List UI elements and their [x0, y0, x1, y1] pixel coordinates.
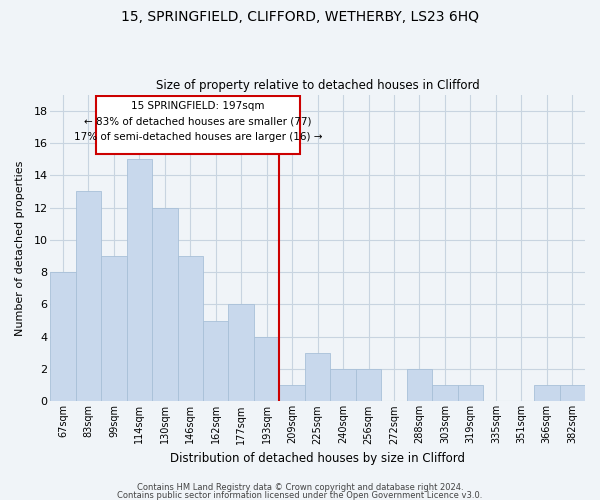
Bar: [178, 256, 203, 402]
Text: Contains HM Land Registry data © Crown copyright and database right 2024.: Contains HM Land Registry data © Crown c…: [137, 483, 463, 492]
Bar: [280, 385, 305, 402]
Text: 17% of semi-detached houses are larger (16) →: 17% of semi-detached houses are larger (…: [74, 132, 322, 141]
Bar: [254, 337, 280, 402]
Text: ← 83% of detached houses are smaller (77): ← 83% of detached houses are smaller (77…: [84, 116, 311, 126]
Bar: [152, 208, 178, 402]
Y-axis label: Number of detached properties: Number of detached properties: [15, 160, 25, 336]
Text: 15, SPRINGFIELD, CLIFFORD, WETHERBY, LS23 6HQ: 15, SPRINGFIELD, CLIFFORD, WETHERBY, LS2…: [121, 10, 479, 24]
Bar: [356, 369, 381, 402]
Bar: [534, 385, 560, 402]
Bar: [76, 192, 101, 402]
Title: Size of property relative to detached houses in Clifford: Size of property relative to detached ho…: [156, 79, 479, 92]
Text: Contains public sector information licensed under the Open Government Licence v3: Contains public sector information licen…: [118, 490, 482, 500]
Bar: [432, 385, 458, 402]
Bar: [127, 159, 152, 402]
Bar: [458, 385, 483, 402]
Bar: [229, 304, 254, 402]
Bar: [560, 385, 585, 402]
Text: 15 SPRINGFIELD: 197sqm: 15 SPRINGFIELD: 197sqm: [131, 101, 265, 111]
Bar: [331, 369, 356, 402]
Bar: [50, 272, 76, 402]
Bar: [101, 256, 127, 402]
X-axis label: Distribution of detached houses by size in Clifford: Distribution of detached houses by size …: [170, 452, 465, 465]
Bar: [407, 369, 432, 402]
Bar: [305, 353, 331, 402]
Bar: [96, 96, 300, 154]
Bar: [203, 320, 229, 402]
